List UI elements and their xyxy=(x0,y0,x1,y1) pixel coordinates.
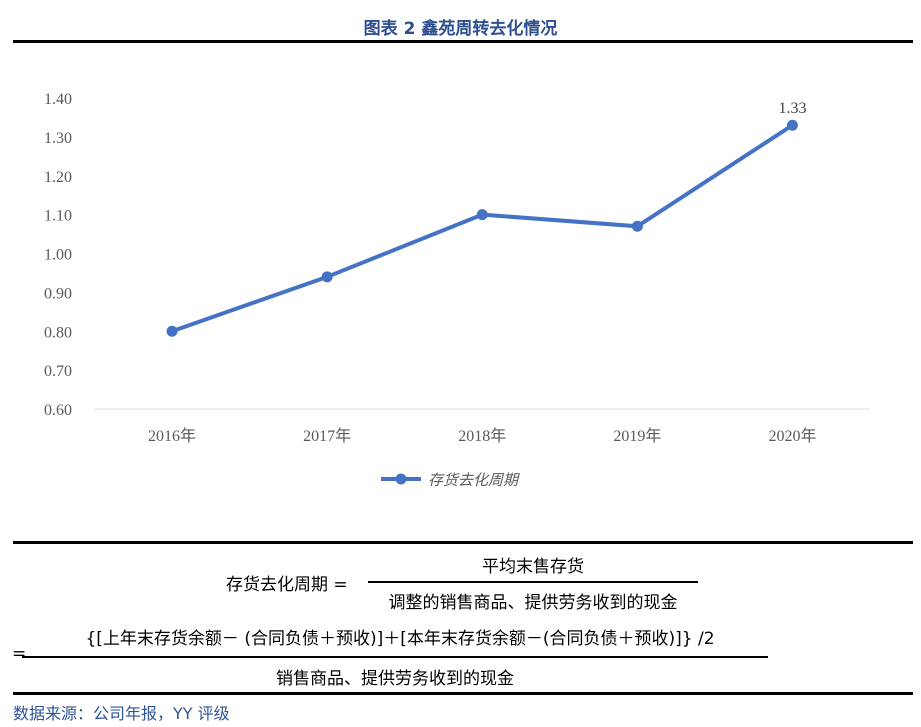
line-chart: 0.60 0.70 0.80 0.90 1.00 1.10 1.20 1.30 1.40 2016… xyxy=(44,91,870,489)
formula-denominator-2: 销售商品、提供劳务收到的现金 xyxy=(276,669,514,689)
fraction-bar-1 xyxy=(368,581,698,583)
data-point xyxy=(166,325,178,337)
data-label: 1.33 xyxy=(778,100,806,117)
data-point xyxy=(321,271,333,283)
fraction-bar-2 xyxy=(22,656,768,658)
y-tick-label: 0.90 xyxy=(44,285,72,302)
formula-numerator-2: {[上年末存货余额－ (合同负债＋预收)]＋[本年末存货余额－(合同负债＋预收)… xyxy=(85,629,715,649)
y-tick-label: 0.60 xyxy=(44,402,72,419)
x-tick-label: 2017年 xyxy=(303,427,351,445)
data-point xyxy=(476,209,488,221)
y-tick-label: 1.00 xyxy=(44,247,72,264)
series-line xyxy=(171,123,794,334)
mid-rule xyxy=(13,541,913,544)
x-tick-label: 2019年 xyxy=(613,427,661,445)
top-rule xyxy=(13,40,913,43)
y-tick-label: 1.10 xyxy=(44,208,72,225)
y-tick-label: 1.40 xyxy=(44,91,72,108)
y-tick-label: 1.20 xyxy=(44,169,72,186)
y-tick-label: 1.30 xyxy=(44,130,72,147)
legend-marker xyxy=(395,473,407,485)
formula-lhs: 存货去化周期 = xyxy=(226,575,348,595)
y-tick-label: 0.80 xyxy=(44,324,72,341)
legend-label: 存货去化周期 xyxy=(428,471,520,489)
y-tick-label: 0.70 xyxy=(44,363,72,380)
x-tick-label: 2016年 xyxy=(148,427,196,445)
x-tick-label: 2020年 xyxy=(768,427,816,445)
formula-denominator-1: 调整的销售商品、提供劳务收到的现金 xyxy=(388,593,678,613)
source-note: 数据来源：公司年报，YY 评级 xyxy=(13,704,230,723)
bottom-rule xyxy=(13,692,913,695)
formula-equals: = xyxy=(12,644,27,664)
formula-numerator-1: 平均末售存货 xyxy=(482,557,584,577)
data-point xyxy=(631,220,643,232)
x-tick-label: 2018年 xyxy=(458,427,506,445)
data-point xyxy=(786,119,798,131)
figure-title: 图表 2 鑫苑周转去化情况 xyxy=(363,19,558,39)
